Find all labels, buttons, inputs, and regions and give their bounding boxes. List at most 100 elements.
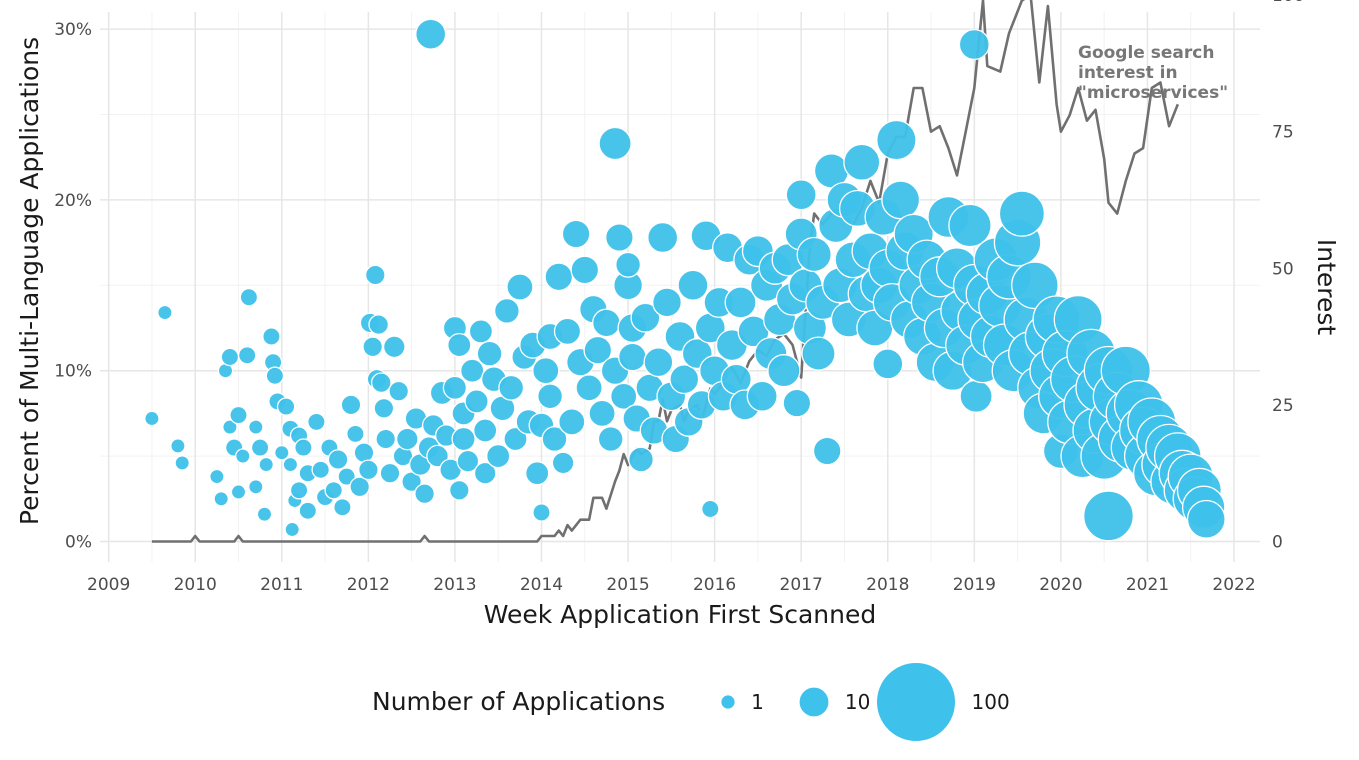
bubble-point [615, 251, 642, 278]
bubble-point [561, 219, 591, 249]
x-tick-label: 2020 [1039, 575, 1082, 595]
bubble-point [346, 424, 365, 444]
bubble-point [464, 389, 489, 414]
legend-label: 100 [972, 690, 1010, 714]
bubble-point [872, 348, 904, 380]
bubble-point [274, 444, 290, 461]
bubble-point [229, 405, 248, 425]
y-tick-label: 30% [54, 20, 92, 40]
right-y-tick-label: 25 [1272, 396, 1294, 416]
legend-label: 1 [751, 690, 764, 714]
legend-label: 10 [845, 690, 870, 714]
bubble-point [669, 364, 700, 395]
bubble-point [230, 484, 247, 500]
bubble-point [652, 287, 682, 318]
x-tick-label: 2012 [347, 575, 390, 595]
bubble-point [677, 269, 709, 301]
bubble-point [370, 372, 392, 394]
legend-key [798, 686, 830, 718]
bubble-point [324, 481, 343, 500]
bubble-point [170, 438, 186, 454]
bubble-point [843, 143, 881, 181]
annotation-text: "microservices" [1078, 83, 1228, 103]
bubble-point [647, 221, 679, 254]
bubble-point [959, 379, 993, 413]
bubble-point [597, 426, 624, 452]
bubble-point [570, 255, 600, 285]
bubble-point [456, 449, 480, 473]
bubble-point [473, 461, 497, 485]
bubble-point [289, 481, 309, 500]
interest-line-layer [151, 0, 1180, 543]
bubble-point [767, 354, 801, 388]
bubble-point [213, 491, 229, 507]
right-y-tick-label: 50 [1272, 259, 1294, 279]
legend-title: Number of Applications [372, 687, 665, 716]
bubble-point [541, 426, 568, 452]
x-tick-label: 2010 [174, 575, 217, 595]
bubble-point [364, 264, 386, 286]
bubble-point [537, 383, 564, 410]
bubble-point [643, 347, 674, 378]
bubble-point [282, 456, 299, 473]
x-tick-label: 2017 [780, 575, 823, 595]
bubble-point [248, 419, 264, 435]
bubble-point [442, 375, 468, 400]
interest-line [151, 0, 1180, 543]
bubble-point [1011, 261, 1059, 310]
bubble-point [525, 461, 550, 486]
x-tick-label: 2019 [953, 575, 996, 595]
bubble-point [235, 448, 251, 464]
bubble-point [630, 302, 661, 333]
bubble-point [349, 476, 371, 498]
bubble-point [460, 358, 485, 383]
bubble-point [157, 304, 173, 321]
bubble-point [368, 314, 390, 335]
bubble-point [948, 203, 992, 248]
bubble-point [448, 479, 470, 501]
bubble-point [592, 308, 621, 338]
bubble-point [237, 346, 257, 365]
x-tick-label: 2021 [1126, 575, 1169, 595]
bubble-point [239, 287, 259, 307]
bubble-point [605, 223, 634, 252]
bubble-point [610, 382, 638, 410]
bubble-point [276, 397, 296, 416]
bubble-point [327, 449, 349, 470]
bubble-point [998, 190, 1046, 237]
bubble-point [209, 468, 225, 485]
bubble-point [958, 28, 990, 61]
bubble-point [724, 286, 757, 319]
bubble-point [583, 335, 613, 365]
bubble-point [379, 462, 401, 484]
y-tick-label: 20% [54, 191, 92, 211]
bubble-point [333, 498, 352, 517]
bubble-point [618, 342, 647, 372]
bubble-point [265, 366, 285, 386]
bubble-point [532, 357, 560, 385]
y-axis-title: Percent of Multi-Language Applications [15, 37, 44, 525]
legend-key [876, 662, 956, 742]
bubble-point [414, 483, 435, 505]
bubble-point [785, 179, 817, 211]
bubble-point [262, 327, 281, 346]
bubble-point [796, 236, 832, 273]
bubble-point [298, 501, 318, 521]
bubble-point [388, 380, 410, 402]
bubble-point [294, 438, 313, 457]
bubble-point [588, 399, 616, 428]
bubble-point [1083, 490, 1134, 542]
bubble-point [144, 410, 160, 427]
bubble-point [307, 412, 326, 432]
x-tick-label: 2014 [520, 575, 563, 595]
x-axis-title: Week Application First Scanned [484, 600, 877, 629]
bubble-point [506, 273, 534, 301]
bubble-point [382, 335, 406, 359]
bubble-point [498, 374, 525, 401]
bubble-point [801, 336, 836, 371]
bubble-point [551, 451, 575, 475]
bubble-point [311, 460, 330, 480]
